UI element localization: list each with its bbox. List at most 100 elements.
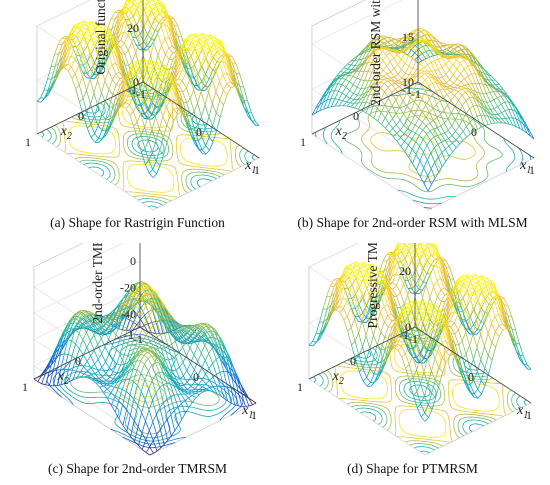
mesh-line [407, 130, 412, 137]
contour-segment [132, 146, 135, 150]
mesh-line [251, 120, 256, 126]
contour-segment [122, 187, 125, 191]
contour-segment [505, 142, 508, 145]
mesh-line [103, 32, 108, 37]
contour-segment [184, 190, 189, 194]
mesh-line [196, 78, 202, 92]
mesh-line [149, 10, 154, 14]
mesh-line [132, 72, 137, 76]
mesh-line [150, 30, 156, 40]
mesh-line [439, 42, 444, 47]
mesh-line [482, 101, 488, 109]
mesh-line [121, 53, 125, 55]
mesh-line [415, 127, 420, 134]
mesh-line [454, 44, 459, 47]
mesh-line [448, 56, 453, 58]
mesh-line [351, 65, 356, 71]
contour-segment [181, 140, 183, 144]
mesh-line [478, 92, 484, 102]
mesh-line [111, 64, 117, 74]
contour-segment [178, 134, 182, 136]
contour-segment [182, 139, 185, 142]
mesh-line [82, 77, 87, 91]
mesh-line [366, 50, 371, 58]
mesh-line [367, 62, 372, 72]
mesh-line [163, 7, 169, 20]
mesh-line [421, 90, 426, 99]
contour-segment [180, 152, 183, 156]
mesh-line [403, 52, 408, 56]
mesh-line [504, 110, 510, 119]
mesh-line [375, 40, 381, 45]
mesh-line [89, 42, 94, 54]
mesh-line [90, 104, 95, 117]
contour-segment [70, 144, 73, 147]
mesh-line [145, 6, 150, 9]
mesh-line [70, 55, 76, 60]
mesh-line [391, 88, 396, 94]
mesh-line [489, 101, 495, 109]
mesh-line [456, 73, 461, 80]
mesh-line [396, 129, 401, 134]
mesh-line [193, 111, 199, 126]
contour-segment [400, 173, 406, 175]
mesh-line [375, 56, 380, 64]
mesh-line [58, 50, 63, 55]
mesh-line [111, 50, 116, 55]
mesh-line [147, 76, 152, 79]
mesh-line [445, 82, 451, 87]
mesh-line [185, 44, 190, 49]
contour-segment [191, 125, 194, 128]
mesh-line [136, 122, 142, 136]
mesh-line [443, 43, 448, 46]
mesh-line [97, 92, 102, 106]
mesh-line [166, 125, 171, 131]
mesh-line [40, 89, 45, 99]
mesh-line [226, 72, 231, 82]
mesh-line [130, 0, 135, 3]
mesh-line [149, 63, 155, 67]
contour-segment [469, 156, 473, 159]
mesh-line [447, 49, 452, 54]
contour-segment [379, 170, 384, 173]
mesh-line [356, 71, 361, 79]
mesh-line [526, 127, 531, 137]
mesh-line [458, 119, 463, 126]
mesh-line [454, 91, 459, 96]
mesh-line [136, 85, 141, 93]
mesh-line [476, 104, 481, 107]
mesh-line [203, 41, 208, 45]
mesh-line [138, 59, 143, 64]
mesh-line [143, 77, 148, 81]
mesh-line [364, 71, 369, 81]
contour-segment [177, 157, 179, 160]
mesh-line [114, 42, 119, 56]
mesh-line [78, 34, 82, 38]
mesh-line [473, 104, 477, 107]
mesh-line [214, 44, 219, 49]
contour-segment [92, 126, 97, 128]
contour-segment [475, 166, 478, 170]
mesh-line [131, 13, 136, 24]
mesh-line [399, 47, 404, 50]
mesh-line [199, 37, 204, 40]
contour-segment [135, 188, 141, 191]
contour-segment [219, 164, 224, 167]
mesh-line [129, 104, 134, 112]
mesh-line [453, 50, 458, 54]
mesh-line [110, 114, 115, 123]
contour-segment [122, 124, 127, 128]
contour-segment [70, 126, 73, 129]
mesh-line [243, 86, 248, 101]
contour-segment [347, 131, 352, 134]
contour-segment [192, 120, 196, 124]
contour-segment [373, 133, 377, 136]
mesh-line [109, 118, 115, 128]
mesh-line [423, 159, 428, 169]
contour-segment [367, 119, 370, 123]
mesh-line [116, 90, 121, 103]
mesh-line [92, 38, 98, 42]
contour-segment [141, 126, 146, 128]
mesh-line [471, 73, 476, 84]
mesh-line [205, 137, 210, 146]
